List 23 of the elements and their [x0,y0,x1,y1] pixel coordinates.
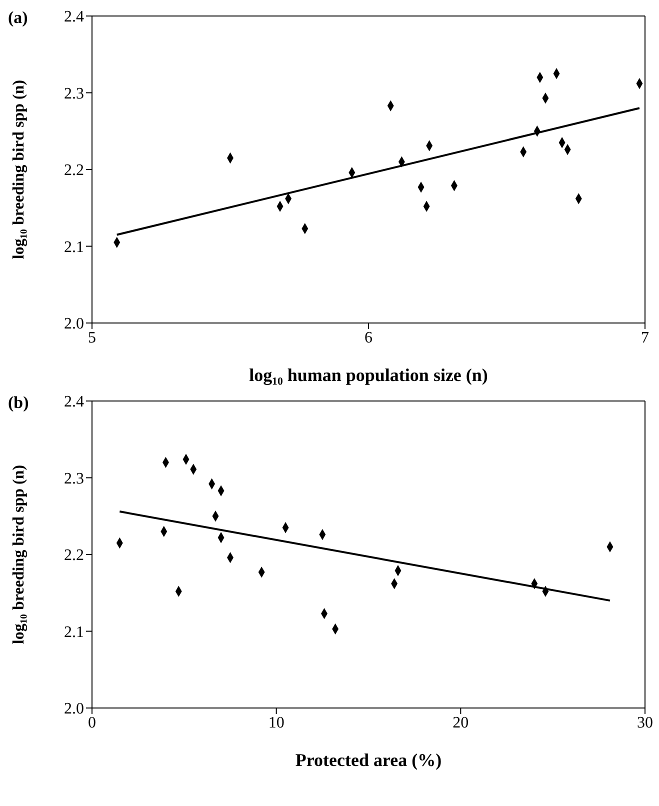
y-tick-label: 2.1 [64,624,84,641]
x-tick-label: 20 [452,714,469,732]
y-axis-title: log₁₀ breeding bird spp (n) [10,80,28,260]
x-axis-title: log₁₀ human population size (n) [249,365,488,385]
x-tick-label: 0 [88,714,96,732]
y-tick-label: 2.3 [64,470,84,488]
chart-title: (a) [8,8,28,28]
x-tick-label: 6 [364,329,372,346]
x-tick-label: 30 [637,714,653,732]
y-tick-label: 2.3 [64,85,84,102]
x-tick-label: 10 [268,714,284,732]
x-axis-title: Protected area (%) [295,750,442,770]
x-tick-label: 5 [88,329,96,346]
x-tick-label: 7 [641,329,649,346]
y-tick-label: 2.4 [64,394,84,411]
y-tick-label: 2.4 [64,8,84,26]
y-tick-label: 2.0 [64,700,84,718]
y-tick-label: 2.1 [64,238,84,256]
chart-title: (b) [8,393,29,413]
y-tick-label: 2.2 [64,547,84,564]
y-tick-label: 2.0 [64,316,84,333]
y-tick-label: 2.2 [64,162,84,180]
y-axis-title: log₁₀ breeding bird spp (n) [10,464,28,644]
